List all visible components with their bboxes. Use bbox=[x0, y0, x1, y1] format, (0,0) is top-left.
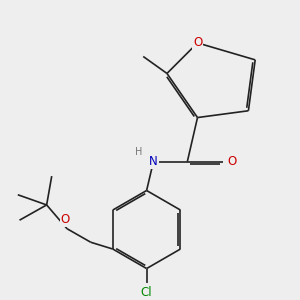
Text: O: O bbox=[228, 155, 237, 168]
Text: N: N bbox=[149, 155, 158, 168]
Text: H: H bbox=[136, 147, 143, 157]
Text: O: O bbox=[193, 36, 202, 50]
Text: O: O bbox=[61, 213, 70, 226]
Text: Cl: Cl bbox=[141, 286, 152, 299]
